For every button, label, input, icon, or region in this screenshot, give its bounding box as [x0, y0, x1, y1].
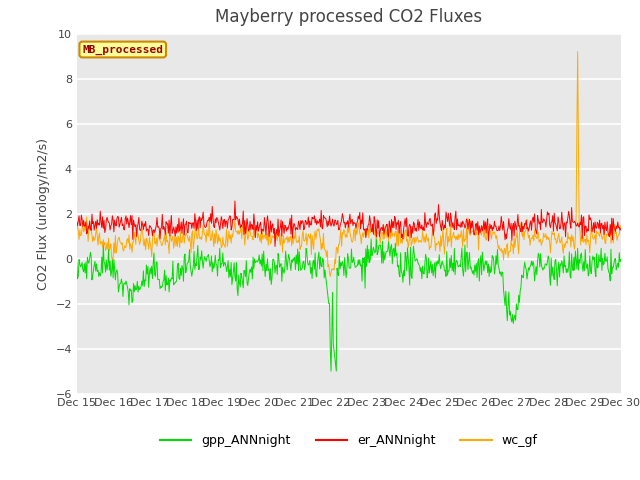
Legend: gpp_ANNnight, er_ANNnight, wc_gf: gpp_ANNnight, er_ANNnight, wc_gf — [155, 429, 543, 452]
Title: Mayberry processed CO2 Fluxes: Mayberry processed CO2 Fluxes — [215, 9, 483, 26]
Y-axis label: CO2 Flux (urology/m2/s): CO2 Flux (urology/m2/s) — [37, 138, 50, 289]
Text: MB_processed: MB_processed — [82, 44, 163, 55]
